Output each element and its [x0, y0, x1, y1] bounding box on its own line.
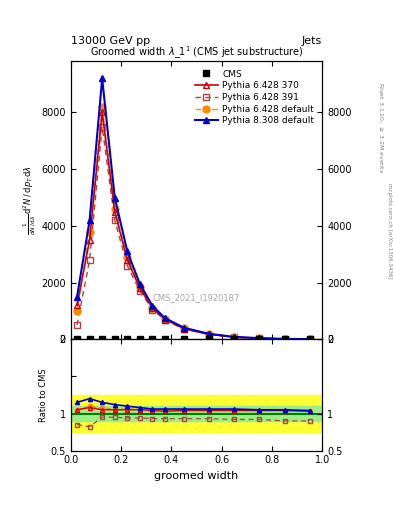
- Pythia 6.428 370: [257, 335, 262, 342]
- CMS: [112, 336, 117, 343]
- CMS: [87, 336, 92, 343]
- Pythia 6.428 391: [282, 336, 287, 342]
- Text: Jets: Jets: [302, 35, 322, 46]
- Pythia 8.308 default: [138, 281, 142, 287]
- Pythia 6.428 391: [257, 335, 262, 342]
- Pythia 8.308 default: [125, 248, 130, 254]
- Pythia 6.428 default: [207, 331, 211, 337]
- Pythia 6.428 default: [87, 228, 92, 234]
- Pythia 6.428 370: [282, 336, 287, 342]
- CMS: [257, 336, 262, 343]
- Pythia 6.428 391: [150, 307, 155, 313]
- Pythia 6.428 391: [163, 317, 167, 323]
- Pythia 8.308 default: [75, 294, 79, 300]
- Pythia 8.308 default: [163, 315, 167, 321]
- Pythia 6.428 370: [138, 285, 142, 291]
- Pythia 6.428 370: [125, 257, 130, 263]
- CMS: [163, 336, 167, 343]
- Pythia 6.428 default: [125, 254, 130, 260]
- Pythia 6.428 391: [112, 217, 117, 223]
- Legend: CMS, Pythia 6.428 370, Pythia 6.428 391, Pythia 6.428 default, Pythia 8.308 defa: CMS, Pythia 6.428 370, Pythia 6.428 391,…: [191, 66, 318, 129]
- CMS: [138, 336, 142, 343]
- Pythia 6.428 default: [112, 206, 117, 212]
- CMS: [182, 336, 186, 343]
- Pythia 6.428 391: [87, 257, 92, 263]
- Pythia 6.428 391: [307, 336, 312, 342]
- Pythia 6.428 391: [75, 322, 79, 328]
- CMS: [75, 336, 79, 343]
- X-axis label: groomed width: groomed width: [154, 471, 239, 481]
- Pythia 6.428 391: [100, 123, 105, 130]
- Pythia 8.308 default: [150, 303, 155, 309]
- Pythia 6.428 391: [138, 288, 142, 294]
- Line: Pythia 6.428 391: Pythia 6.428 391: [73, 123, 313, 343]
- Pythia 8.308 default: [257, 335, 262, 341]
- Pythia 6.428 370: [75, 302, 79, 308]
- Pythia 6.428 default: [282, 336, 287, 342]
- CMS: [207, 336, 211, 343]
- Pythia 8.308 default: [282, 336, 287, 342]
- Line: CMS: CMS: [74, 336, 312, 342]
- Pythia 6.428 370: [232, 334, 237, 340]
- CMS: [282, 336, 287, 343]
- CMS: [232, 336, 237, 343]
- Y-axis label: $\frac{1}{\mathrm{d}N\,/\,\mathrm{d}\lambda}\,\mathrm{d}^2N\,/\,\mathrm{d}p_T\,\: $\frac{1}{\mathrm{d}N\,/\,\mathrm{d}\lam…: [22, 165, 39, 236]
- Pythia 6.428 370: [112, 209, 117, 215]
- Pythia 6.428 370: [182, 326, 186, 332]
- Pythia 6.428 391: [207, 331, 211, 337]
- Text: CMS_2021_I1920187: CMS_2021_I1920187: [153, 293, 240, 302]
- Text: 13000 GeV pp: 13000 GeV pp: [71, 35, 150, 46]
- Pythia 8.308 default: [112, 195, 117, 201]
- Pythia 6.428 default: [138, 284, 142, 290]
- Pythia 6.428 370: [307, 336, 312, 342]
- Text: Rivet 3.1.10, $\geq$ 3.2M events: Rivet 3.1.10, $\geq$ 3.2M events: [377, 82, 385, 174]
- CMS: [125, 336, 130, 343]
- Pythia 6.428 default: [163, 316, 167, 322]
- Line: Pythia 8.308 default: Pythia 8.308 default: [73, 75, 313, 343]
- Pythia 8.308 default: [232, 334, 237, 340]
- Title: Groomed width $\lambda\_1^1$ (CMS jet substructure): Groomed width $\lambda\_1^1$ (CMS jet su…: [90, 44, 303, 61]
- Pythia 8.308 default: [207, 331, 211, 337]
- Pythia 8.308 default: [182, 325, 186, 331]
- Y-axis label: Ratio to CMS: Ratio to CMS: [39, 368, 48, 422]
- Pythia 6.428 391: [182, 326, 186, 332]
- Pythia 8.308 default: [87, 217, 92, 223]
- CMS: [150, 336, 155, 343]
- Pythia 6.428 default: [232, 334, 237, 340]
- Line: Pythia 6.428 default: Pythia 6.428 default: [73, 103, 313, 343]
- Pythia 6.428 default: [182, 325, 186, 331]
- Pythia 8.308 default: [100, 75, 105, 81]
- Pythia 6.428 370: [207, 331, 211, 337]
- Pythia 6.428 370: [163, 316, 167, 323]
- Pythia 6.428 370: [100, 110, 105, 116]
- Pythia 6.428 370: [150, 305, 155, 311]
- Pythia 6.428 default: [75, 308, 79, 314]
- Line: Pythia 6.428 370: Pythia 6.428 370: [73, 109, 313, 343]
- CMS: [307, 336, 312, 343]
- Pythia 6.428 391: [125, 263, 130, 269]
- Pythia 8.308 default: [307, 336, 312, 342]
- Pythia 6.428 default: [307, 336, 312, 342]
- Pythia 6.428 default: [257, 335, 262, 342]
- Pythia 6.428 391: [232, 334, 237, 340]
- Pythia 6.428 370: [87, 237, 92, 243]
- Text: mcplots.cern.ch [arXiv:1306.3436]: mcplots.cern.ch [arXiv:1306.3436]: [387, 183, 391, 278]
- Pythia 6.428 default: [150, 305, 155, 311]
- Pythia 6.428 default: [100, 104, 105, 110]
- CMS: [100, 336, 105, 343]
